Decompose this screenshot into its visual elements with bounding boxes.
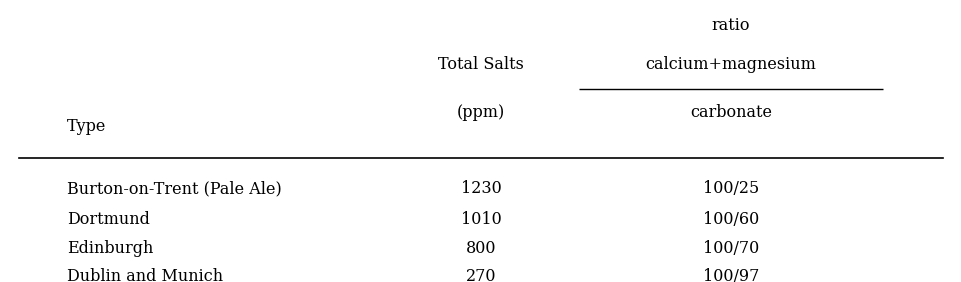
Text: 1230: 1230 [460, 180, 501, 197]
Text: (ppm): (ppm) [456, 104, 505, 121]
Text: calcium+magnesium: calcium+magnesium [645, 56, 816, 73]
Text: carbonate: carbonate [689, 104, 772, 121]
Text: 100/60: 100/60 [702, 212, 758, 228]
Text: Edinburgh: Edinburgh [67, 240, 154, 257]
Text: Dublin and Munich: Dublin and Munich [67, 268, 223, 282]
Text: 1010: 1010 [460, 212, 501, 228]
Text: Total Salts: Total Salts [437, 56, 524, 73]
Text: Dortmund: Dortmund [67, 212, 150, 228]
Text: 100/97: 100/97 [702, 268, 758, 282]
Text: 100/25: 100/25 [702, 180, 758, 197]
Text: Burton-on-Trent (Pale Ale): Burton-on-Trent (Pale Ale) [67, 180, 282, 197]
Text: 100/70: 100/70 [702, 240, 758, 257]
Text: ratio: ratio [711, 17, 750, 34]
Text: Type: Type [67, 118, 107, 135]
Text: 270: 270 [465, 268, 496, 282]
Text: 800: 800 [465, 240, 496, 257]
